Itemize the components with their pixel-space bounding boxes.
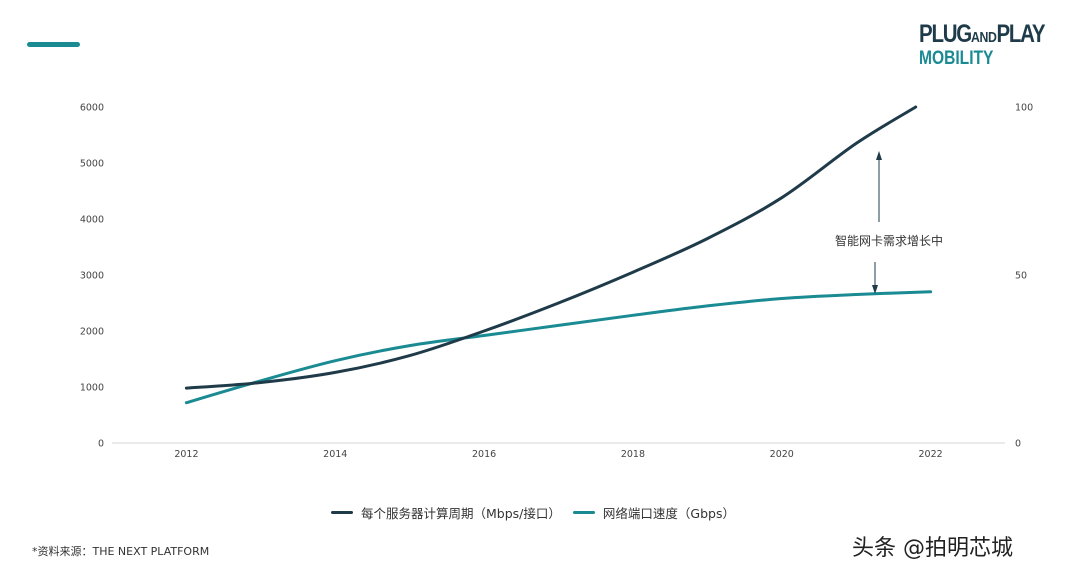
legend-label-port-speed: 网络端口速度（Gbps）: [602, 506, 735, 521]
y-left-tick-label: 0: [98, 439, 104, 450]
logo-plugandplay: PLUGANDPLAY: [919, 20, 1046, 48]
legend-label-compute: 每个服务器计算周期（Mbps/接口）: [361, 506, 561, 521]
y-left-tick-label: 5000: [80, 159, 104, 170]
y-right-tick-label: 50: [1015, 271, 1027, 282]
source-note: *资料来源：THE NEXT PLATFORM: [32, 545, 210, 558]
legend-swatch-port-speed: [572, 511, 595, 514]
x-tick-label: 2022: [918, 449, 942, 460]
legend-item-port-speed: 网络端口速度（Gbps）: [572, 503, 735, 522]
legend-swatch-compute: [331, 511, 354, 514]
annotation-arrowhead-down: [872, 285, 878, 294]
chart-legend: 每个服务器计算周期（Mbps/接口） 网络端口速度（Gbps）: [0, 503, 1066, 522]
annotation-text: 智能网卡需求增长中: [835, 233, 943, 248]
y-left-tick-label: 2000: [80, 327, 104, 338]
y-left-tick-label: 6000: [80, 103, 104, 114]
x-tick-label: 2012: [174, 449, 198, 460]
x-tick-label: 2018: [621, 449, 645, 460]
x-tick-label: 2020: [770, 449, 794, 460]
annotation-arrowhead-up: [876, 151, 882, 160]
y-left-tick-label: 3000: [80, 271, 104, 282]
y-right-tick-label: 0: [1015, 439, 1021, 450]
series-line-port-speed: [184, 290, 933, 405]
y-left-tick-label: 1000: [80, 383, 104, 394]
accent-bar: [27, 42, 80, 47]
x-tick-label: 2014: [323, 449, 347, 460]
logo: PLUGANDPLAY MOBILITY: [919, 20, 1066, 69]
legend-item-compute: 每个服务器计算周期（Mbps/接口）: [331, 503, 561, 522]
y-right-tick-label: 100: [1015, 103, 1033, 114]
x-tick-label: 2016: [472, 449, 496, 460]
y-left-tick-label: 4000: [80, 215, 104, 226]
series-line-compute: [184, 105, 918, 390]
logo-mobility: MOBILITY: [919, 48, 994, 69]
watermark: 头条 @拍明芯城: [852, 536, 1013, 561]
